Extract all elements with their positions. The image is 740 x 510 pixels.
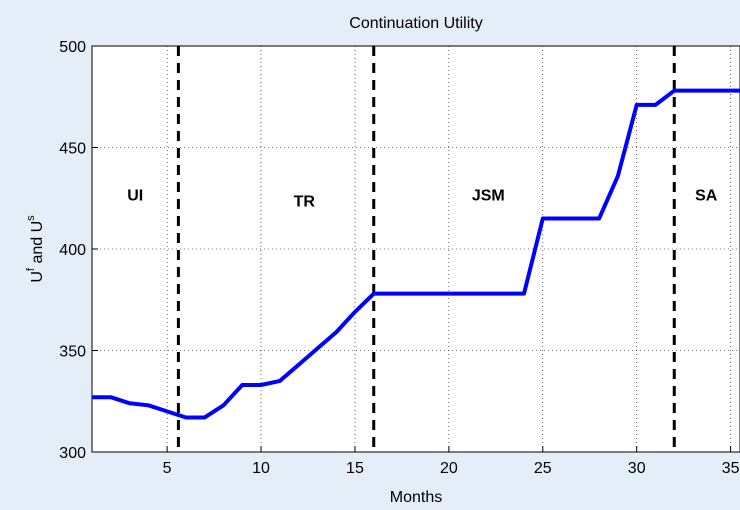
y-tick-label: 500 — [59, 39, 86, 56]
phase-label: UI — [127, 187, 143, 204]
x-tick-label: 30 — [628, 460, 646, 477]
y-axis-label: Uf and Us — [25, 215, 46, 283]
phase-label: JSM — [472, 187, 505, 204]
y-tick-label: 400 — [59, 242, 86, 259]
y-tick-label: 300 — [59, 445, 86, 462]
phase-label: TR — [294, 193, 316, 210]
chart-title: Continuation Utility — [349, 15, 482, 32]
x-tick-label: 5 — [163, 460, 172, 477]
data-line — [92, 88, 740, 420]
x-axis-label: Months — [390, 489, 442, 506]
phase-label: SA — [695, 187, 718, 204]
x-tick-label: 25 — [534, 460, 552, 477]
y-tick-label: 350 — [59, 344, 86, 361]
x-tick-label: 15 — [346, 460, 364, 477]
x-tick-label: 35 — [722, 460, 740, 477]
x-tick-label: 20 — [440, 460, 458, 477]
y-tick-label: 450 — [59, 141, 86, 158]
x-tick-label: 10 — [252, 460, 270, 477]
